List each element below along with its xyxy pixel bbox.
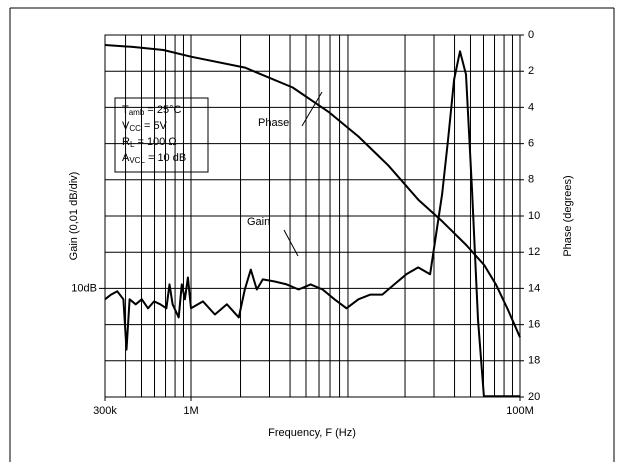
condition-value: = 10 dB	[145, 152, 186, 164]
condition-subscript: amb	[129, 108, 145, 117]
condition-symbol: A	[122, 152, 130, 164]
condition-symbol: R	[122, 136, 130, 148]
y2-tick-label: 14	[528, 282, 540, 294]
x-tick-label: 1M	[183, 405, 198, 417]
y2-axis-label: Phase (degrees)	[562, 175, 574, 256]
conditions-box	[114, 97, 209, 173]
series-line	[104, 44, 521, 338]
condition-subscript: CC	[129, 124, 141, 133]
condition-value: = 100 Ω	[134, 136, 176, 148]
y2-tick-label: 0	[528, 29, 534, 41]
x-tick-label: 100M	[506, 405, 534, 417]
y-axis-label: Gain (0,01 dB/div)	[68, 172, 80, 261]
y2-tick-label: 12	[528, 246, 540, 258]
y2-tick-label: 8	[528, 174, 534, 186]
y2-tick-label: 20	[528, 391, 540, 403]
series-line	[104, 50, 520, 398]
series-annotation: Phase	[258, 117, 289, 129]
plot-border	[104, 34, 521, 398]
condition-value: = 25°C	[144, 104, 181, 116]
condition: VCC = 5V	[122, 120, 168, 133]
y2-tick-label: 2	[528, 65, 534, 77]
condition-subscript: L	[130, 140, 135, 149]
condition: AVCL = 10 dB	[122, 152, 186, 165]
series-annotation: Gain	[247, 216, 270, 228]
condition-subscript: VCL	[129, 156, 145, 165]
arrow	[283, 229, 299, 257]
condition-symbol: T	[122, 104, 129, 116]
condition: RL = 100 Ω	[122, 136, 177, 149]
y2-tick-label: 6	[528, 138, 534, 150]
condition: Tamb = 25°C	[122, 104, 181, 117]
condition-value: = 5V	[141, 120, 168, 132]
y2-tick-label: 4	[528, 101, 534, 113]
y-tick-label: 10dB	[71, 282, 97, 294]
y2-tick-label: 10	[528, 210, 540, 222]
x-axis-label: Frequency, F (Hz)	[268, 427, 356, 439]
condition-symbol: V	[122, 120, 130, 132]
x-tick-label: 300k	[93, 405, 117, 417]
y2-tick-label: 16	[528, 319, 540, 331]
y2-tick-label: 18	[528, 355, 540, 367]
